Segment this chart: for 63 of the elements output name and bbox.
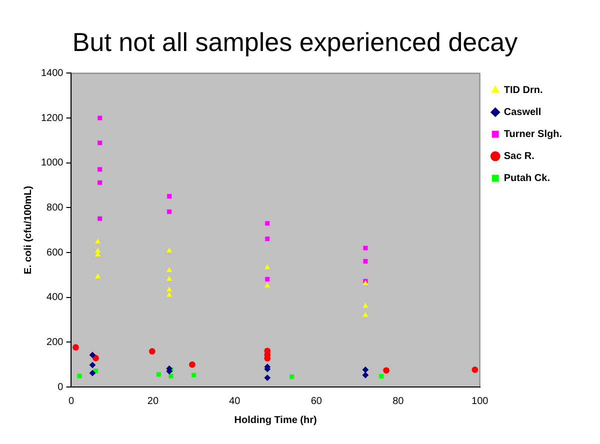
y-tick-label: 1400 xyxy=(40,68,64,79)
point xyxy=(77,374,82,378)
x-tick-label: 60 xyxy=(310,396,322,407)
point xyxy=(362,366,369,373)
point xyxy=(362,302,368,308)
x-tick-label: 40 xyxy=(229,396,241,407)
point xyxy=(472,366,478,373)
point xyxy=(166,276,172,281)
y-tick-label: 1200 xyxy=(40,112,64,124)
legend-label: Caswell xyxy=(504,106,542,118)
point xyxy=(167,194,172,199)
point xyxy=(166,286,172,292)
legend-label: Turner Slgh. xyxy=(504,128,562,140)
x-tick-label: 0 xyxy=(68,396,74,407)
point xyxy=(168,374,174,378)
point xyxy=(264,374,271,382)
x-axis-title: Holding Time (hr) xyxy=(234,414,317,426)
point xyxy=(95,248,101,253)
point xyxy=(264,264,270,270)
point xyxy=(98,216,102,221)
x-tick-label: 100 xyxy=(472,396,489,407)
point xyxy=(379,374,384,379)
point xyxy=(363,258,368,264)
x-tick-label: 20 xyxy=(147,396,159,407)
point xyxy=(265,221,270,226)
point xyxy=(167,209,172,214)
point xyxy=(89,370,96,376)
legend-label: Putah Ck. xyxy=(504,172,550,184)
point xyxy=(156,372,161,377)
point xyxy=(166,292,172,297)
point xyxy=(89,352,96,358)
legend-label: Sac R. xyxy=(504,150,535,162)
point xyxy=(98,116,102,120)
legend-label: TID Drn. xyxy=(504,84,543,96)
point xyxy=(362,372,369,378)
point xyxy=(166,267,172,272)
point xyxy=(362,312,368,317)
point xyxy=(72,344,79,351)
y-tick-label: 0 xyxy=(58,382,64,393)
point xyxy=(383,367,390,374)
point xyxy=(95,238,101,244)
point xyxy=(265,236,270,242)
point xyxy=(192,372,196,378)
point xyxy=(98,140,102,146)
y-axis-title: E. coli (cfu/100mL) xyxy=(22,186,34,274)
y-tick-label: 400 xyxy=(46,292,64,304)
point xyxy=(98,180,102,185)
y-tick-label: 800 xyxy=(46,202,64,214)
point xyxy=(363,246,368,250)
point xyxy=(95,274,101,278)
x-tick-label: 80 xyxy=(392,396,404,407)
point xyxy=(188,361,196,368)
point xyxy=(290,374,294,379)
point xyxy=(166,248,172,252)
point xyxy=(148,348,156,355)
point xyxy=(265,276,270,282)
y-tick-label: 200 xyxy=(46,336,64,348)
chart-title: But not all samples experienced decay xyxy=(72,26,518,57)
point xyxy=(98,167,102,172)
point xyxy=(264,282,270,288)
y-tick-label: 600 xyxy=(46,247,64,258)
y-tick-label: 1000 xyxy=(40,158,64,169)
point xyxy=(89,362,96,368)
